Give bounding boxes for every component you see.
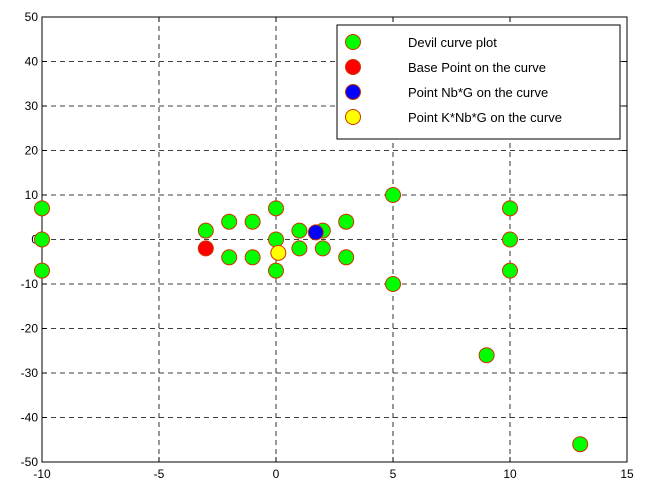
y-tick-label: -30 [21,366,39,380]
point-series-0 [268,200,284,217]
point-series-0 [338,249,355,266]
legend-marker-1 [345,59,361,75]
x-tick-label: -5 [154,467,165,481]
point-series-3 [270,244,287,261]
data-points [34,115,589,453]
legend-marker-0 [345,34,361,50]
y-tick-label: 10 [25,188,39,202]
point-series-0 [502,231,518,248]
x-tick-label: 10 [503,467,517,481]
point-series-0 [34,200,50,217]
point-series-0 [34,231,50,248]
point-series-0 [572,436,589,453]
point-series-0 [34,262,50,279]
legend-label-1: Base Point on the curve [408,60,546,75]
point-series-0 [291,222,308,239]
point-series-0 [502,262,518,279]
legend-label-0: Devil curve plot [408,35,497,50]
legend-label-2: Point Nb*G on the curve [408,85,548,100]
point-series-0 [221,213,238,230]
y-tick-label: 20 [25,144,39,158]
legend-marker-2 [345,84,361,100]
legend-marker-3 [345,109,361,125]
x-tick-label: 0 [273,467,280,481]
point-series-0 [338,213,355,230]
point-series-0 [244,213,261,230]
y-tick-label: -40 [21,411,39,425]
point-series-0 [385,187,401,203]
point-series-0 [268,262,284,279]
point-series-1 [197,240,214,257]
point-series-0 [197,222,214,239]
x-tick-label: 5 [390,467,397,481]
point-series-0 [268,231,284,248]
legend-label-3: Point K*Nb*G on the curve [408,110,562,125]
y-tick-label: 50 [25,10,39,24]
point-series-0 [314,240,331,257]
y-tick-label: 30 [25,99,39,113]
y-tick-label: -10 [21,277,39,291]
x-tick-label: 15 [620,467,634,481]
y-tick-label: 40 [25,55,39,69]
point-series-0 [502,200,518,217]
y-tick-label: -50 [21,455,39,469]
x-tick-label: -10 [33,467,51,481]
legend-box [336,24,621,140]
point-series-0 [385,276,401,292]
point-series-0 [478,347,495,364]
y-tick-label: -20 [21,322,39,336]
legend: Devil curve plot Base Point on the curve P… [336,24,621,140]
point-series-0 [244,249,261,266]
point-series-0 [291,240,308,257]
point-series-0 [221,249,238,266]
point-series-2 [307,224,324,241]
